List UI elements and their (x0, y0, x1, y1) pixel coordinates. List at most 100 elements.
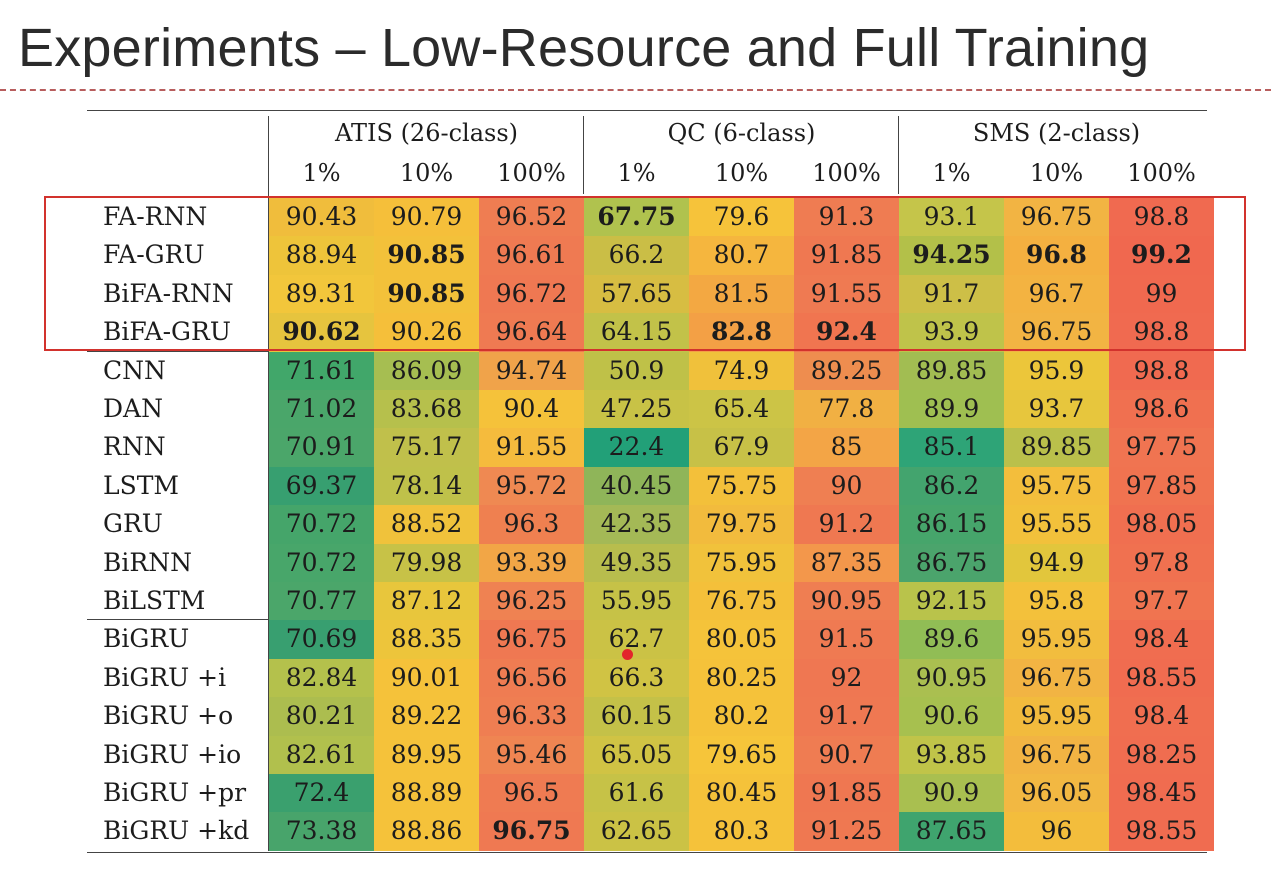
table-cell: 65.05 (584, 735, 689, 774)
table-cell: 62.7 (584, 620, 689, 659)
table-cell: 71.61 (269, 351, 374, 390)
table-cell: 89.31 (269, 274, 374, 314)
table-cell: 99 (1109, 274, 1214, 314)
table-cell: 98.55 (1109, 658, 1214, 698)
table-cell: 90.43 (269, 198, 374, 237)
table-cell: 61.6 (584, 774, 689, 813)
table-cell: 96.8 (1004, 236, 1109, 275)
table-cell: 70.91 (269, 428, 374, 467)
table-cell: 96.05 (1004, 774, 1109, 813)
table-cell: 95.46 (479, 735, 584, 774)
table-cell: 87.65 (899, 812, 1004, 851)
table-cell: 89.95 (374, 735, 479, 774)
table-cell: 94.25 (899, 236, 1004, 275)
table-cell: 90.85 (374, 236, 479, 275)
row-label: BiGRU +io (103, 739, 242, 769)
section-rule (87, 350, 269, 352)
table-cell: 22.4 (584, 428, 689, 467)
table-cell: 94.9 (1004, 543, 1109, 582)
table-cell: 95.75 (1004, 466, 1109, 506)
section-rule (87, 619, 269, 621)
column-divider (583, 116, 584, 194)
table-cell: 88.89 (374, 774, 479, 813)
subcolumn-header: 10% (1029, 159, 1084, 187)
table-cell: 91.5 (794, 620, 899, 659)
table-cell: 40.45 (584, 466, 689, 506)
table-cell: 93.1 (899, 198, 1004, 237)
table-cell: 86.75 (899, 543, 1004, 582)
row-label: RNN (103, 432, 166, 462)
table-cell: 96.3 (479, 505, 584, 544)
table-cell: 87.12 (374, 582, 479, 621)
table-cell: 82.61 (269, 735, 374, 774)
table-cell: 98.4 (1109, 697, 1214, 736)
table-cell: 98.05 (1109, 505, 1214, 544)
table-cell: 66.2 (584, 236, 689, 275)
subcolumn-header: 1% (932, 159, 971, 187)
table-cell: 96.64 (479, 313, 584, 352)
table-cell: 88.52 (374, 505, 479, 544)
table-cell: 95.95 (1004, 697, 1109, 736)
table-cell: 96.25 (479, 582, 584, 621)
row-label: BiGRU +o (103, 701, 234, 731)
table-cell: 55.95 (584, 582, 689, 621)
table-cell: 66.3 (584, 658, 689, 698)
table-cell: 96.75 (479, 812, 584, 851)
table-cell: 97.8 (1109, 543, 1214, 582)
table-cell: 95.8 (1004, 582, 1109, 621)
table-cell: 80.05 (689, 620, 794, 659)
column-divider (898, 116, 899, 194)
row-label: BiFA-GRU (103, 317, 231, 347)
table-cell: 86.09 (374, 351, 479, 390)
table-cell: 91.55 (479, 428, 584, 467)
subcolumn-header: 100% (1127, 159, 1196, 187)
table-cell: 96.72 (479, 274, 584, 314)
table-cell: 96.33 (479, 697, 584, 736)
row-label: BiGRU +kd (103, 816, 250, 846)
table-cell: 62.65 (584, 812, 689, 851)
table-cell: 65.4 (689, 390, 794, 429)
table-cell: 98.8 (1109, 198, 1214, 237)
title-divider (0, 89, 1271, 91)
table-cell: 90.26 (374, 313, 479, 352)
table-cell: 93.85 (899, 735, 1004, 774)
table-cell: 50.9 (584, 351, 689, 390)
table-cell: 76.75 (689, 582, 794, 621)
table-cell: 98.8 (1109, 351, 1214, 390)
table-cell: 93.39 (479, 543, 584, 582)
table-cell: 88.35 (374, 620, 479, 659)
row-label: FA-RNN (103, 202, 208, 231)
table-cell: 90.01 (374, 658, 479, 698)
row-label: CNN (103, 355, 166, 385)
table-bottom-rule (87, 851, 1207, 853)
table-cell: 86.15 (899, 505, 1004, 544)
table-cell: 92.15 (899, 582, 1004, 621)
table-cell: 95.55 (1004, 505, 1109, 544)
subcolumn-header: 1% (302, 159, 341, 187)
subcolumn-header: 100% (812, 159, 881, 187)
table-cell: 91.3 (794, 198, 899, 237)
table-cell: 98.45 (1109, 774, 1214, 813)
table-cell: 96 (1004, 812, 1109, 851)
table-cell: 80.3 (689, 812, 794, 851)
table-cell: 47.25 (584, 390, 689, 429)
table-cell: 96.56 (479, 658, 584, 698)
table-cell: 64.15 (584, 313, 689, 352)
table-cell: 98.4 (1109, 620, 1214, 659)
table-cell: 91.25 (794, 812, 899, 851)
table-cell: 85 (794, 428, 899, 467)
table-cell: 90.95 (899, 658, 1004, 698)
table-cell: 70.72 (269, 505, 374, 544)
table-cell: 94.74 (479, 351, 584, 390)
table-cell: 96.7 (1004, 274, 1109, 314)
row-label: LSTM (103, 470, 180, 500)
table-cell: 88.94 (269, 236, 374, 275)
row-label: BiGRU +i (103, 662, 227, 692)
table-cell: 86.2 (899, 466, 1004, 506)
table-cell: 97.85 (1109, 466, 1214, 506)
slide-title: Experiments – Low-Resource and Full Trai… (18, 18, 1150, 78)
table-cell: 70.72 (269, 543, 374, 582)
table-cell: 91.85 (794, 236, 899, 275)
row-label: BiFA-RNN (103, 278, 234, 308)
table-cell: 91.7 (899, 274, 1004, 314)
